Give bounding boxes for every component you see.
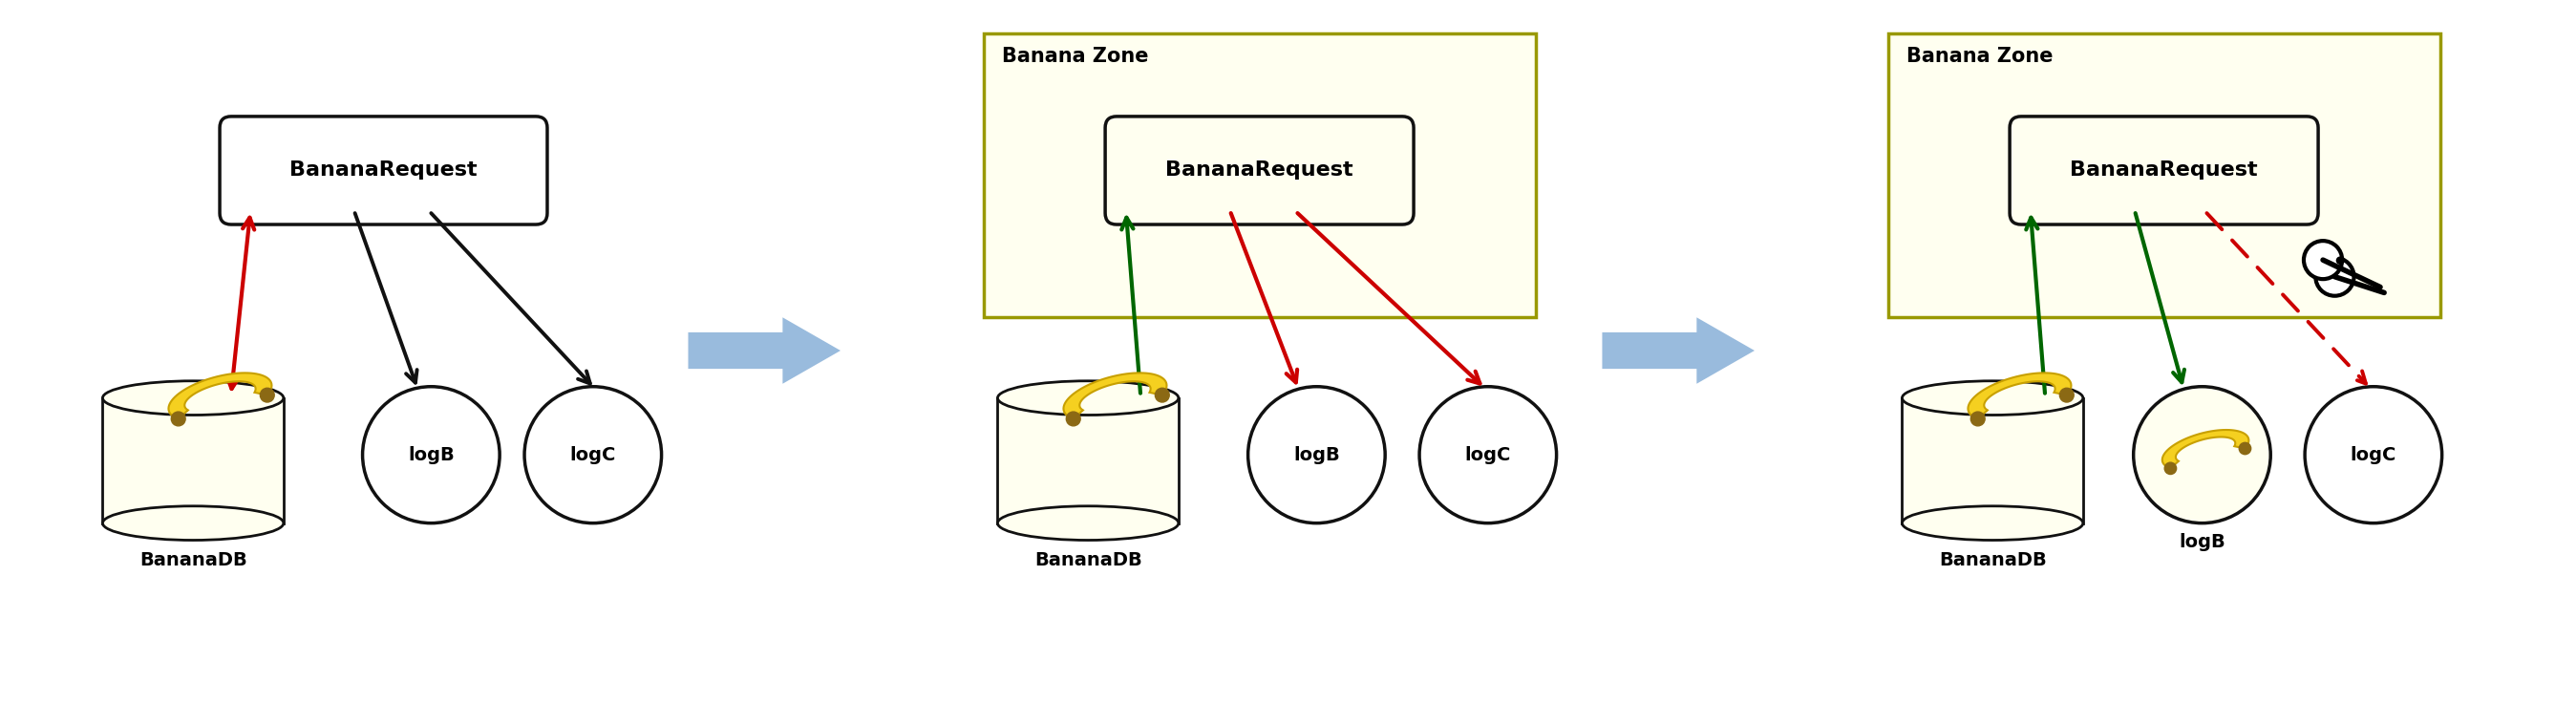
Ellipse shape [1901, 381, 2084, 415]
Text: Banana Zone: Banana Zone [1002, 47, 1149, 66]
Text: logB: logB [2179, 533, 2226, 551]
Text: BananaDB: BananaDB [1940, 551, 2045, 570]
Polygon shape [2161, 430, 2249, 468]
Polygon shape [1968, 373, 2071, 419]
Circle shape [2303, 241, 2342, 279]
Circle shape [1066, 412, 1079, 426]
Text: BananaRequest: BananaRequest [289, 161, 477, 180]
Polygon shape [167, 373, 270, 419]
Circle shape [1247, 386, 1386, 523]
Circle shape [526, 386, 662, 523]
Circle shape [2306, 386, 2442, 523]
Bar [997, 398, 1177, 523]
FancyBboxPatch shape [219, 116, 546, 225]
Ellipse shape [1901, 506, 2084, 540]
FancyBboxPatch shape [2009, 116, 2318, 225]
Circle shape [2336, 256, 2344, 265]
Circle shape [170, 412, 185, 426]
Circle shape [2061, 388, 2074, 402]
Circle shape [363, 386, 500, 523]
Text: logB: logB [1293, 446, 1340, 464]
Ellipse shape [103, 381, 283, 415]
Text: logC: logC [569, 446, 616, 464]
Circle shape [2316, 258, 2354, 296]
Text: Banana Zone: Banana Zone [1906, 47, 2053, 66]
Ellipse shape [997, 506, 1177, 540]
Ellipse shape [103, 506, 283, 540]
Circle shape [2239, 443, 2251, 454]
Circle shape [1971, 412, 1986, 426]
FancyBboxPatch shape [1888, 33, 2439, 318]
Circle shape [1419, 386, 1556, 523]
Circle shape [1154, 388, 1170, 402]
Bar [1901, 398, 2084, 523]
FancyBboxPatch shape [1105, 116, 1414, 225]
Text: BananaDB: BananaDB [139, 551, 247, 570]
Circle shape [260, 388, 273, 402]
Text: logC: logC [2349, 446, 2396, 464]
Bar [103, 398, 283, 523]
Text: logB: logB [407, 446, 453, 464]
Text: BananaRequest: BananaRequest [1164, 161, 1352, 180]
Circle shape [2133, 386, 2269, 523]
Polygon shape [1064, 373, 1167, 419]
FancyBboxPatch shape [984, 33, 1535, 318]
Circle shape [2164, 463, 2177, 474]
Text: BananaRequest: BananaRequest [2071, 161, 2257, 180]
Polygon shape [688, 318, 840, 384]
Text: logC: logC [1466, 446, 1512, 464]
Text: BananaDB: BananaDB [1033, 551, 1141, 570]
Ellipse shape [997, 381, 1177, 415]
Polygon shape [1602, 318, 1754, 384]
